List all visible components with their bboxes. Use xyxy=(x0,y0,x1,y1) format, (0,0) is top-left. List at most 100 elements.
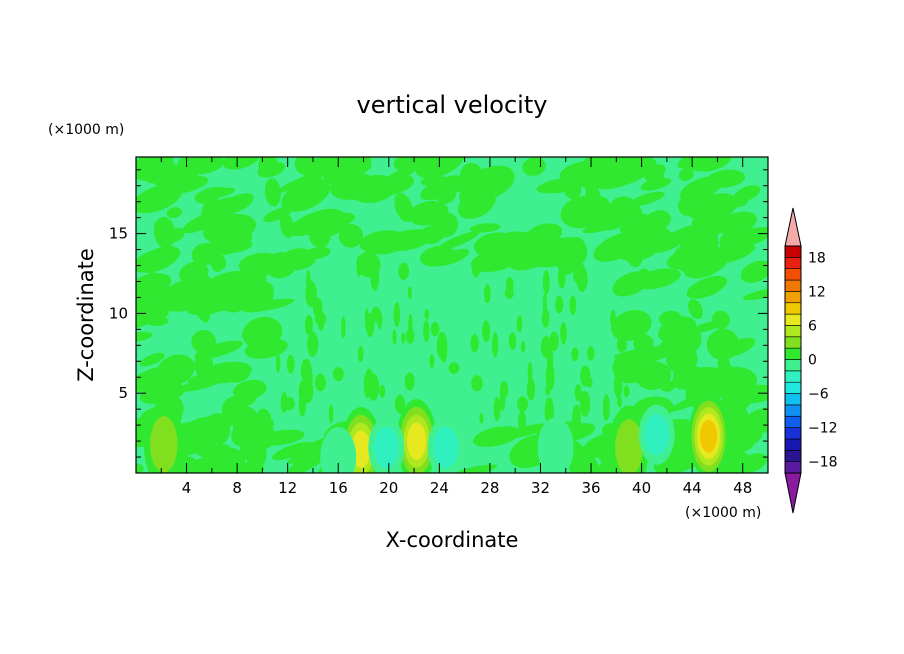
field-patch xyxy=(275,353,281,373)
x-tick-label: 16 xyxy=(329,479,348,497)
field-patch xyxy=(356,255,362,278)
field-patch xyxy=(678,168,694,181)
x-tick-label: 8 xyxy=(232,479,242,497)
field-patch xyxy=(414,157,466,179)
field-patch xyxy=(522,157,546,176)
field-patch xyxy=(691,205,731,228)
field-contour xyxy=(149,416,178,473)
field-patch xyxy=(574,384,582,402)
colorbar-swatch xyxy=(784,268,802,281)
field-patch xyxy=(139,352,165,367)
field-patch xyxy=(136,331,153,342)
colorbar-tick-label: 6 xyxy=(808,318,817,334)
colorbar-swatch xyxy=(784,449,802,462)
field-patch xyxy=(408,313,413,336)
field-patch xyxy=(338,223,364,248)
colorbar-swatch xyxy=(784,359,802,372)
field-patch xyxy=(471,375,483,392)
field-patch xyxy=(379,384,386,398)
field-patch xyxy=(546,347,554,375)
field-patch xyxy=(685,157,733,172)
field-contour xyxy=(407,422,427,460)
x-tick-label: 48 xyxy=(733,479,752,497)
colorbar-over-arrow xyxy=(784,207,802,247)
field-patch xyxy=(341,316,346,339)
field-contour xyxy=(700,420,718,453)
colorbar-swatch xyxy=(784,245,802,258)
field-patch xyxy=(612,351,647,384)
field-patch xyxy=(166,207,182,219)
field-patch xyxy=(541,309,550,328)
field-patch xyxy=(569,295,577,315)
field-patch xyxy=(711,310,730,330)
colorbar-under-arrow xyxy=(784,472,802,514)
field-patch xyxy=(307,331,319,357)
field-patch xyxy=(404,372,415,391)
field-patch xyxy=(424,308,430,320)
field-patch xyxy=(279,248,317,271)
field-patch xyxy=(732,431,756,452)
field-patch xyxy=(371,306,381,322)
field-patch xyxy=(733,185,761,203)
field-patch xyxy=(241,423,267,454)
y-tick-label: 5 xyxy=(118,384,128,402)
field-patch xyxy=(263,206,293,223)
field-patch xyxy=(209,238,253,254)
field-patch xyxy=(516,315,523,333)
field-patch xyxy=(579,436,619,459)
field-contour xyxy=(320,427,357,473)
field-patch xyxy=(199,271,252,302)
x-axis-ticks: 4 8 12 16 20 24 28 32 36 40 44 48 xyxy=(160,157,752,497)
colorbar-frame xyxy=(784,245,802,474)
field-patch xyxy=(264,178,281,207)
field-patch xyxy=(147,163,180,184)
field-patch xyxy=(237,287,274,313)
field-patch xyxy=(679,176,722,202)
field-patch xyxy=(638,268,651,283)
y-axis-ticks: 5 10 15 xyxy=(109,169,768,458)
field-patch xyxy=(542,293,547,314)
field-patch xyxy=(448,362,460,374)
colorbar-swatch xyxy=(784,325,802,338)
colorbar-tick-label: −6 xyxy=(808,387,829,403)
field-patch xyxy=(555,296,564,314)
y-axis-label: Z-coordinate xyxy=(74,248,98,382)
field-patch xyxy=(423,320,430,343)
colorbar-swatch xyxy=(784,404,802,417)
field-patch xyxy=(136,249,173,272)
field-patch xyxy=(571,347,579,361)
field-patch xyxy=(472,426,520,447)
colorbar-swatch xyxy=(784,381,802,394)
x-tick-label: 20 xyxy=(379,479,398,497)
field-patch xyxy=(364,307,369,332)
field-patch xyxy=(720,227,768,249)
field-patch xyxy=(623,385,630,398)
field-patch xyxy=(611,309,652,341)
field-patch xyxy=(580,365,591,387)
field-patch xyxy=(435,248,470,266)
field-patch xyxy=(164,227,185,243)
field-patch xyxy=(619,220,649,235)
field-patch xyxy=(598,168,650,190)
field-patch xyxy=(527,361,533,383)
field-patch xyxy=(491,332,499,358)
field-features xyxy=(143,394,729,473)
x-tick-label: 44 xyxy=(683,479,702,497)
field-patch xyxy=(660,380,676,392)
field-patch xyxy=(560,322,567,345)
field-patch xyxy=(237,389,257,406)
x-tick-label: 24 xyxy=(430,479,449,497)
y-tick-label: 15 xyxy=(109,225,128,243)
field-patch xyxy=(658,316,697,343)
field-contour xyxy=(644,413,670,456)
field-patch xyxy=(179,261,209,285)
field-patch xyxy=(281,178,331,212)
field-patch xyxy=(740,260,768,283)
field-patch xyxy=(482,320,491,343)
colorbar: 18 12 6 0 −6 −12 −18 xyxy=(784,207,838,514)
field-contour xyxy=(433,426,459,469)
colorbar-swatch xyxy=(784,257,802,270)
field-patch xyxy=(328,404,334,424)
field-patch xyxy=(429,354,435,369)
